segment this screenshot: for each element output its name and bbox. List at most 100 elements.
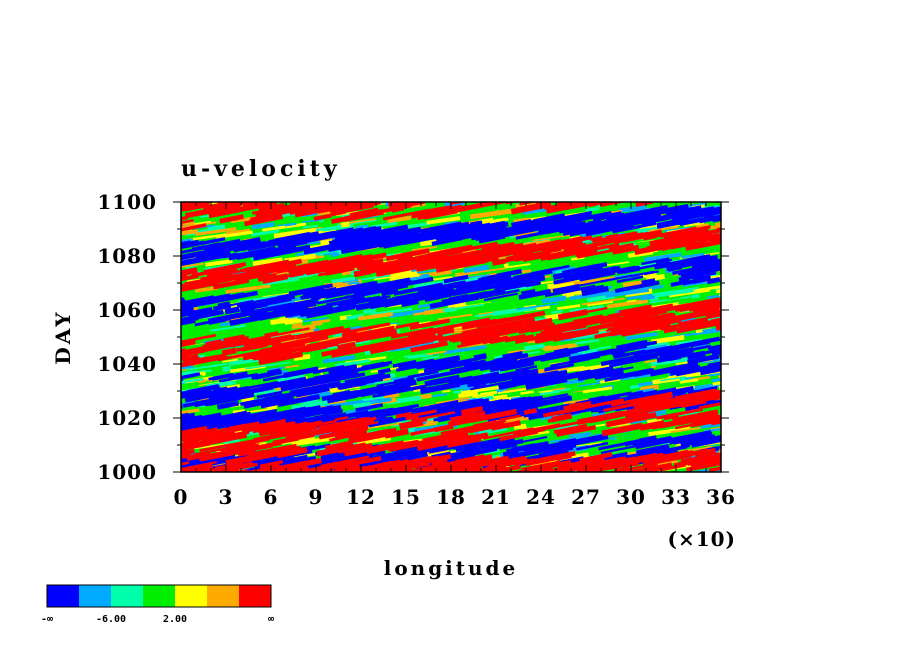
- heatmap-streak: [373, 268, 420, 281]
- heatmap-streak: [569, 305, 604, 313]
- heatmap-band-streak: [424, 295, 440, 302]
- heatmap-band-streak: [656, 216, 690, 229]
- heatmap-band-streak: [684, 254, 711, 264]
- heatmap-band-streak: [410, 276, 434, 286]
- heatmap-band-streak: [181, 471, 184, 472]
- heatmap-band-streak: [686, 350, 706, 360]
- heatmap-band-streak: [457, 335, 509, 349]
- heatmap-streak: [165, 437, 174, 442]
- heatmap-band-streak: [449, 182, 477, 193]
- heatmap-band-streak: [348, 433, 386, 444]
- heatmap-streak: [161, 345, 174, 348]
- heatmap-streak: [181, 377, 204, 385]
- heatmap-band-streak: [328, 238, 344, 246]
- heatmap-band-streak: [434, 250, 463, 259]
- heatmap-band-streak: [563, 405, 603, 417]
- heatmap-band-streak: [637, 436, 670, 448]
- y-tick-label: 1000: [97, 460, 157, 484]
- heatmap-band-streak: [405, 412, 419, 421]
- heatmap-streak: [760, 406, 779, 411]
- heatmap-streak: [186, 362, 228, 371]
- heatmap-streak: [531, 317, 547, 323]
- heatmap-band-streak: [560, 211, 612, 225]
- heatmap-band-streak: [741, 401, 760, 408]
- heatmap-band-streak: [183, 298, 201, 306]
- heatmap-band-streak: [151, 281, 171, 287]
- heatmap-band-streak: [208, 316, 226, 325]
- heatmap-band-streak: [511, 377, 544, 388]
- heatmap-band-streak: [533, 213, 566, 225]
- heatmap-band-streak: [627, 462, 673, 472]
- heatmap-band-streak: [735, 235, 753, 244]
- heatmap-band-streak: [370, 224, 409, 237]
- heatmap-band-streak: [488, 458, 527, 469]
- heatmap-band-streak: [470, 379, 515, 391]
- heatmap-streak: [147, 286, 168, 292]
- x-axis: 0 3 6 9 12 15 18 21 24 27 30 33 36: [174, 202, 735, 509]
- heatmap-band-streak: [202, 202, 244, 212]
- heatmap-streak: [720, 409, 721, 418]
- heatmap-band-streak: [672, 322, 707, 332]
- heatmap-band-streak: [181, 424, 206, 438]
- heatmap-band-streak: [453, 181, 490, 191]
- heatmap-band-streak: [135, 382, 175, 394]
- heatmap-band-streak: [297, 385, 326, 394]
- heatmap-band-streak: [549, 218, 572, 226]
- heatmap-band-streak: [458, 205, 472, 211]
- heatmap-band-streak: [505, 251, 535, 262]
- heatmap-streak: [738, 448, 768, 455]
- heatmap-band-streak: [568, 306, 608, 317]
- heatmap-band-streak: [144, 270, 165, 278]
- heatmap-streak: [644, 252, 682, 262]
- heatmap-band-streak: [396, 262, 413, 270]
- heatmap-band-streak: [735, 408, 762, 418]
- heatmap-band-streak: [728, 427, 773, 438]
- heatmap-band-streak: [345, 362, 390, 375]
- heatmap-streak: [735, 422, 756, 428]
- heatmap-band-streak: [156, 416, 175, 423]
- heatmap-field: [135, 167, 779, 472]
- heatmap-band-streak: [638, 261, 671, 270]
- heatmap-band-streak: [630, 270, 655, 278]
- heatmap-streak: [735, 297, 777, 305]
- heatmap-band-streak: [491, 202, 536, 203]
- heatmap-band-streak: [705, 428, 721, 442]
- heatmap-band-streak: [421, 355, 461, 368]
- heatmap-band-streak: [327, 364, 358, 376]
- heatmap-band-streak: [678, 270, 717, 282]
- heatmap-band-streak: [391, 207, 405, 213]
- heatmap-band-streak: [522, 253, 553, 262]
- heatmap-streak: [650, 356, 693, 367]
- heatmap-streak: [732, 264, 754, 270]
- heatmap-band-streak: [379, 240, 404, 248]
- heatmap-band-streak: [466, 454, 493, 464]
- heatmap-streak: [718, 379, 721, 390]
- heatmap-band-streak: [545, 174, 579, 183]
- heatmap-band-streak: [454, 175, 493, 186]
- heatmap-band-streak: [319, 372, 366, 385]
- heatmap-band-streak: [239, 305, 255, 315]
- heatmap-band-streak: [719, 167, 735, 172]
- heatmap-band-streak: [660, 396, 683, 404]
- heatmap-band-streak: [261, 377, 305, 390]
- heatmap-band-streak: [485, 279, 524, 290]
- heatmap-band-streak: [482, 336, 512, 345]
- heatmap-streak: [729, 371, 769, 380]
- heatmap-streak: [748, 224, 759, 229]
- heatmap-band-streak: [454, 434, 474, 442]
- heatmap-band-streak: [187, 353, 227, 366]
- heatmap-streak: [719, 353, 721, 360]
- heatmap-band-streak: [725, 344, 752, 352]
- heatmap-band-streak: [244, 214, 283, 227]
- heatmap-band-streak: [236, 339, 282, 352]
- heatmap-band-streak: [368, 295, 387, 304]
- heatmap-band-streak: [415, 404, 442, 414]
- heatmap-streak: [460, 385, 502, 395]
- heatmap-band-streak: [550, 459, 572, 469]
- heatmap-band-streak: [545, 188, 580, 198]
- heatmap-band-streak: [181, 251, 232, 267]
- heatmap-band-streak: [635, 202, 672, 206]
- heatmap-streak: [181, 262, 204, 270]
- heatmap-streak: [726, 275, 769, 282]
- heatmap-band-streak: [726, 310, 740, 316]
